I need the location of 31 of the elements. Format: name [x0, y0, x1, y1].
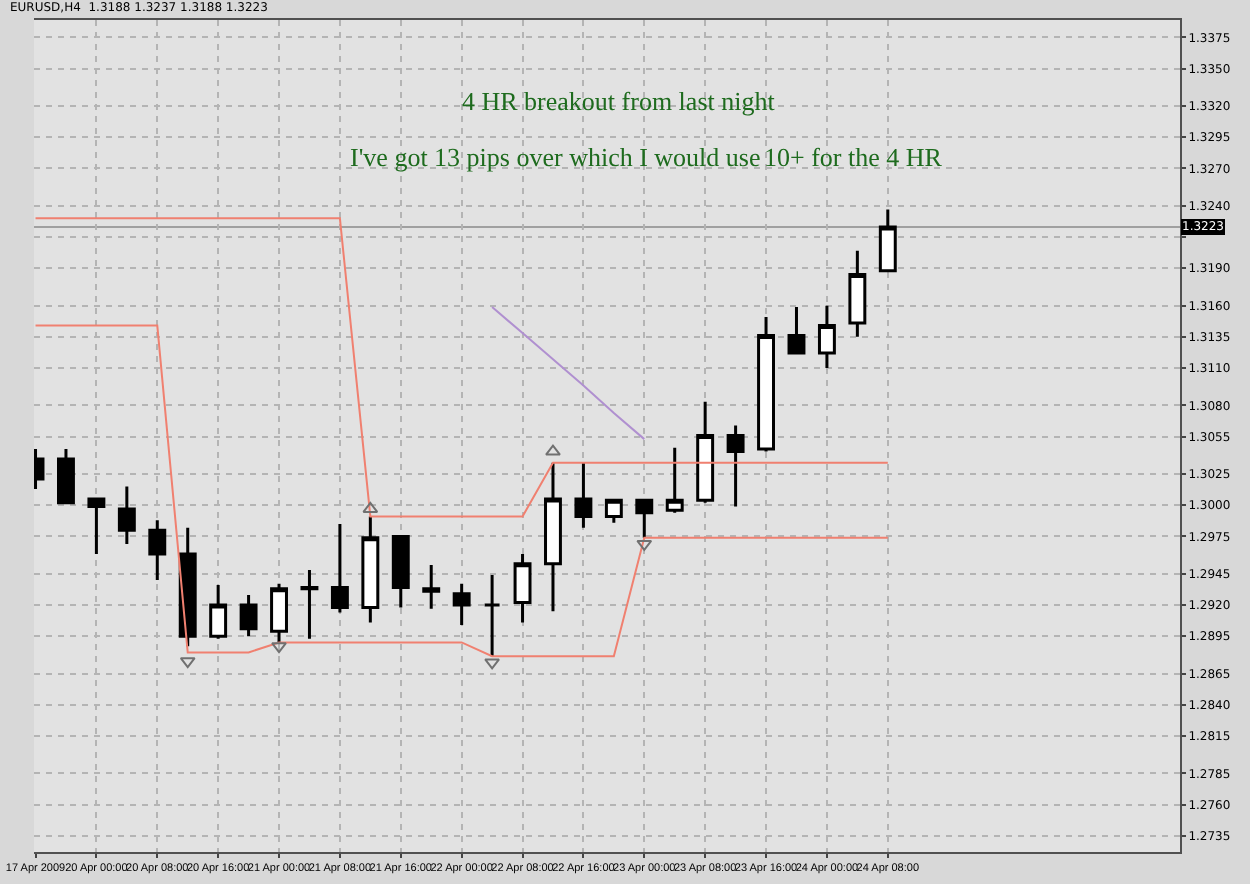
annotation: 10+ for the 4 HR [764, 142, 943, 172]
candlestick [422, 563, 441, 611]
candlestick [178, 526, 197, 648]
candlestick [513, 552, 532, 624]
candlestick [817, 304, 836, 370]
candlestick [148, 518, 167, 582]
candlestick [239, 593, 258, 638]
candlestick [209, 583, 228, 641]
candlestick [574, 461, 593, 530]
candlestick [544, 461, 562, 613]
candlestick [787, 305, 806, 355]
candlestick [696, 400, 715, 505]
candlestick [878, 208, 897, 273]
candlestick [452, 582, 471, 627]
candlestick [757, 315, 775, 454]
candlestick [726, 423, 745, 508]
candlestick [848, 249, 867, 339]
candlestick [483, 573, 502, 658]
candlestick [330, 522, 349, 614]
candlestick [391, 534, 410, 610]
candlestick [87, 497, 106, 556]
candlestick [665, 446, 684, 515]
annotation: 4 HR breakout from last night [462, 86, 776, 116]
candlestick [635, 498, 654, 540]
candlestick [361, 514, 380, 624]
candlestick [604, 498, 623, 525]
candlestick [57, 447, 75, 505]
candlestick [117, 485, 136, 546]
candlestick [300, 568, 319, 641]
line-series [491, 305, 646, 441]
annotation: I've got 13 pips over which I would use [350, 142, 761, 172]
